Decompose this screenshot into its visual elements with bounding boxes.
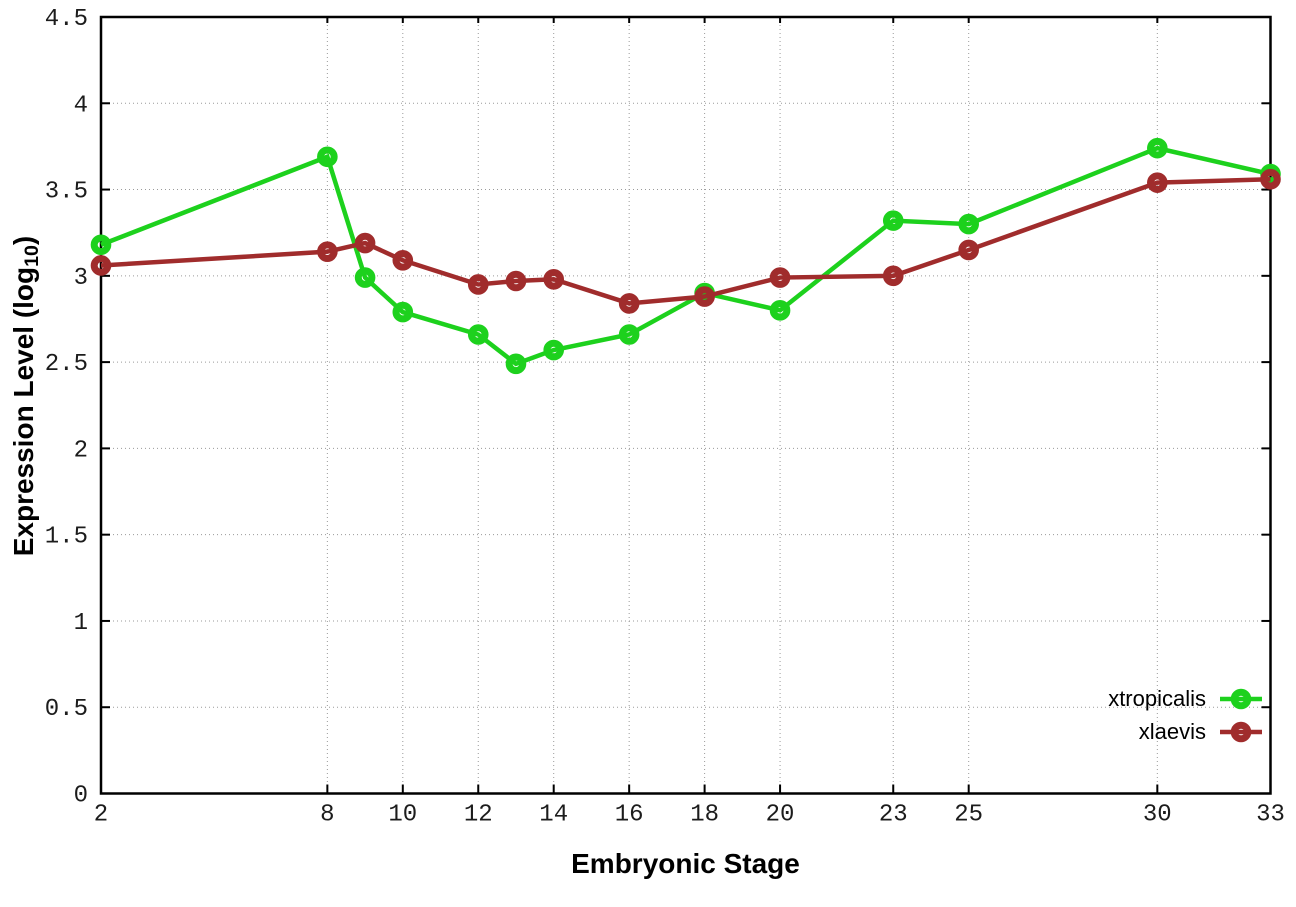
x-tick-label: 2 — [94, 802, 108, 829]
data-point-xlaevis — [392, 250, 414, 271]
x-tick-label: 33 — [1256, 802, 1285, 829]
data-point-xtropicalis — [769, 300, 791, 321]
y-tick-label: 2 — [74, 437, 88, 464]
x-tick-label: 18 — [690, 802, 719, 829]
x-tick-label: 16 — [615, 802, 644, 829]
y-axis-title-text: Expression Level (log — [8, 266, 39, 557]
y-tick-label: 0.5 — [45, 696, 88, 723]
data-point-xlaevis — [317, 241, 338, 262]
data-point-xlaevis — [467, 274, 489, 295]
data-point-xtropicalis — [317, 146, 338, 168]
data-point-xlaevis — [1147, 172, 1168, 193]
y-tick-label: 1 — [74, 610, 88, 637]
data-point-xtropicalis — [618, 324, 640, 345]
legend-label: xlaevis — [1138, 719, 1206, 744]
legend-item: xlaevis — [1139, 719, 1264, 745]
series-marker-icon — [1220, 721, 1262, 743]
data-point-xlaevis — [354, 232, 376, 254]
legend-item: xtropicalis — [1108, 686, 1264, 712]
data-point-xlaevis — [90, 255, 112, 276]
data-point-xlaevis — [1260, 168, 1281, 190]
data-point-xtropicalis — [467, 324, 489, 345]
x-tick-label: 14 — [539, 802, 568, 829]
y-tick-label: 0 — [74, 783, 88, 810]
data-point-xtropicalis — [882, 210, 904, 231]
x-tick-label: 12 — [464, 802, 493, 829]
data-point-xlaevis — [882, 265, 904, 287]
y-tick-label: 3 — [74, 265, 88, 292]
data-point-xlaevis — [958, 239, 979, 261]
x-tick-label: 23 — [879, 802, 908, 829]
plot-border — [99, 15, 1272, 795]
y-axis-title: Expression Level (log10) — [8, 196, 44, 596]
y-tick-label: 3.5 — [45, 179, 88, 206]
y-axis-title-suffix: ) — [8, 235, 39, 246]
data-point-xtropicalis — [90, 234, 112, 256]
data-point-xtropicalis — [354, 267, 376, 288]
data-point-xlaevis — [694, 286, 715, 307]
x-tick-label: 10 — [388, 802, 417, 829]
data-point-xtropicalis — [1147, 137, 1168, 159]
data-point-xtropicalis — [543, 339, 565, 361]
y-tick-label: 2.5 — [45, 351, 88, 378]
x-tick-label: 20 — [766, 802, 795, 829]
x-axis-title: Embryonic Stage — [571, 848, 800, 879]
x-tick-label: 25 — [954, 802, 983, 829]
data-point-xlaevis — [543, 268, 565, 290]
data-point-xtropicalis — [958, 213, 979, 235]
x-tick-label: 30 — [1143, 802, 1172, 829]
data-point-xtropicalis — [505, 353, 527, 375]
series-marker-icon — [1220, 688, 1262, 710]
legend: xtropicalis xlaevis — [1108, 686, 1264, 745]
data-point-xtropicalis — [392, 301, 414, 323]
data-point-xlaevis — [769, 267, 791, 288]
series-line-xlaevis — [100, 176, 1271, 306]
y-tick-label: 4 — [74, 92, 88, 119]
y-tick-label: 4.5 — [45, 6, 88, 33]
y-axis-title-subscript: 10 — [21, 245, 43, 267]
y-tick-label: 1.5 — [45, 524, 88, 551]
data-point-xlaevis — [618, 293, 640, 314]
data-point-xlaevis — [505, 270, 527, 292]
legend-label: xtropicalis — [1108, 686, 1206, 711]
x-tick-label: 8 — [320, 802, 334, 829]
